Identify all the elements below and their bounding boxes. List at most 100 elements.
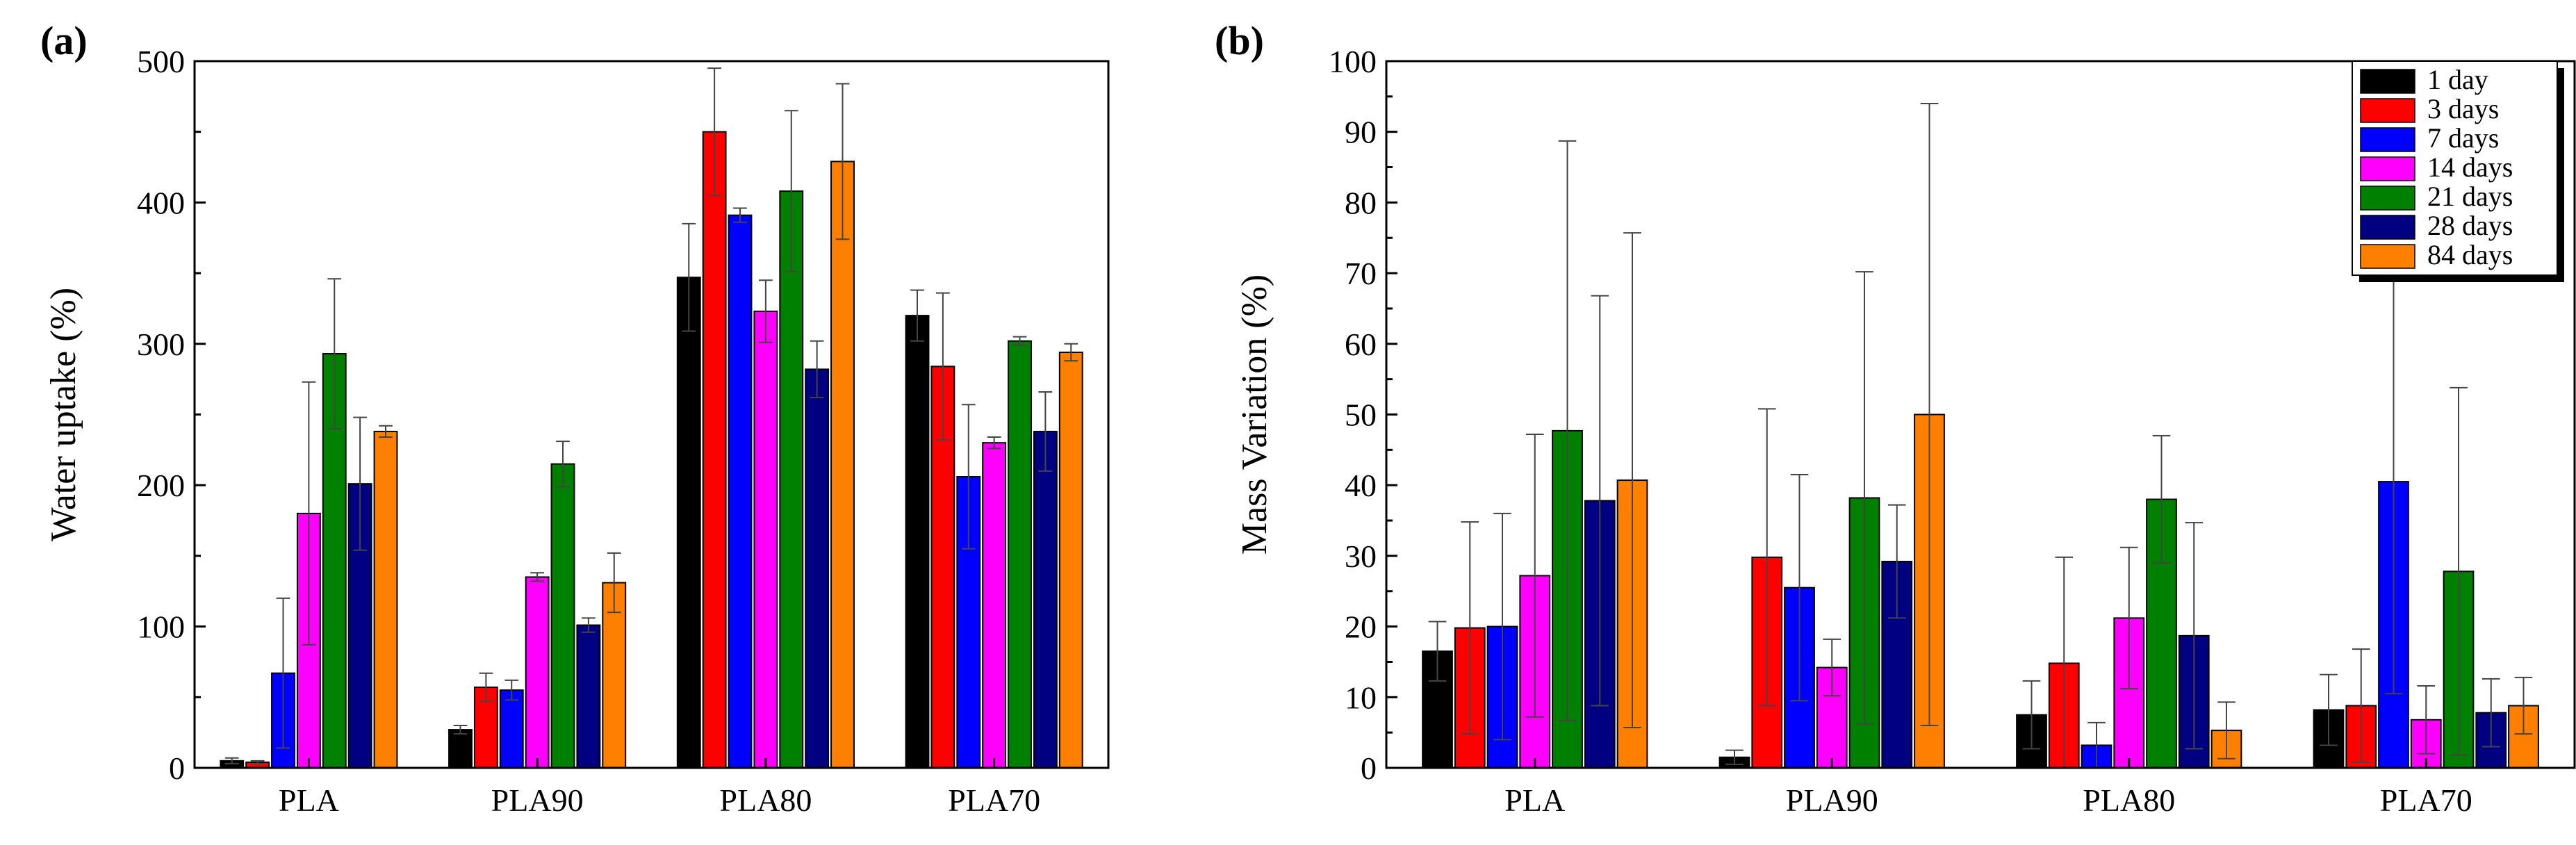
- error-bar-pla80-84-days: [2217, 701, 2235, 760]
- y-tick-label: 30: [1345, 539, 1377, 574]
- y-tick-label: 200: [137, 468, 185, 503]
- error-bar-pla-28-days: [353, 416, 367, 551]
- error-bar-pla90-28-days: [582, 617, 596, 633]
- y-tick-label: 50: [1345, 397, 1377, 433]
- error-bar-pla-28-days: [1591, 295, 1609, 707]
- x-tick-label-pla90: PLA90: [491, 782, 584, 818]
- y-tick-label: 40: [1345, 468, 1377, 503]
- error-bar-pla-14-days: [1525, 433, 1544, 718]
- error-bar-pla90-14-days: [530, 572, 544, 582]
- error-bar-pla70-3-days: [936, 292, 950, 441]
- bar-pla70-28-days: [1033, 430, 1058, 769]
- error-bar-pla90-21-days: [556, 441, 570, 488]
- error-bar-pla90-14-days: [1823, 638, 1841, 697]
- panel-label: (b): [1215, 18, 1264, 63]
- y-axis-title: Mass Variation (%): [1235, 274, 1274, 555]
- x-tick-label-pla: PLA: [1504, 782, 1565, 818]
- x-tick-label-pla80: PLA80: [2083, 782, 2175, 818]
- legend-label-28-days: 28 days: [2427, 210, 2513, 241]
- error-bar-pla70-21-days: [2450, 386, 2468, 756]
- x-tick-label-pla70: PLA70: [948, 782, 1040, 818]
- legend-label-3-days: 3 days: [2427, 93, 2499, 124]
- error-bar-pla70-1-day: [2320, 673, 2338, 746]
- error-bar-pla70-84-days: [2514, 676, 2533, 735]
- legend-label-84-days: 84 days: [2427, 239, 2513, 270]
- error-bar-pla-84-days: [1623, 232, 1641, 729]
- error-bar-pla90-84-days: [1920, 103, 1939, 726]
- error-bar-pla-14-days: [302, 381, 316, 646]
- error-bar-pla90-7-days: [1790, 473, 1809, 702]
- error-bar-pla90-28-days: [1887, 504, 1906, 619]
- legend-swatch-14-days: [2360, 156, 2415, 181]
- bar-pla80-1-day: [676, 277, 701, 769]
- error-bar-pla80-14-days: [759, 279, 773, 343]
- error-bar-pla80-1-day: [2022, 680, 2041, 750]
- error-bar-pla-21-days: [327, 278, 342, 429]
- error-bar-pla70-14-days: [2417, 685, 2436, 755]
- error-bar-pla90-1-day: [453, 724, 468, 735]
- error-bar-pla-7-days: [1493, 512, 1511, 741]
- bar-pla80-28-days: [805, 368, 830, 769]
- error-bar-pla-84-days: [379, 425, 393, 438]
- error-bar-pla70-84-days: [1064, 343, 1078, 362]
- x-tick-label-pla90: PLA90: [1786, 782, 1878, 818]
- y-tick-label: 10: [1345, 680, 1377, 715]
- error-bar-pla90-84-days: [607, 552, 621, 614]
- bar-pla90-84-days: [602, 582, 627, 769]
- panel-label: (a): [40, 18, 88, 63]
- error-bar-pla80-21-days: [2152, 435, 2171, 564]
- bar-pla80-21-days: [779, 190, 804, 769]
- error-bar-pla80-7-days: [733, 207, 747, 223]
- error-bar-pla70-28-days: [2481, 678, 2500, 748]
- error-bar-pla80-21-days: [784, 110, 798, 273]
- legend-label-14-days: 14 days: [2427, 151, 2513, 183]
- y-tick-label: 0: [169, 750, 185, 786]
- y-tick-label: 100: [1329, 44, 1377, 79]
- error-bar-pla70-28-days: [1038, 391, 1053, 472]
- error-bar-pla70-3-days: [2352, 648, 2370, 763]
- error-bar-pla80-28-days: [810, 340, 824, 399]
- error-bar-pla90-7-days: [504, 679, 519, 701]
- y-tick-label: 400: [137, 185, 185, 220]
- bar-pla90-28-days: [576, 624, 601, 769]
- legend-swatch-1-day: [2360, 69, 2415, 94]
- legend-swatch-28-days: [2360, 215, 2415, 240]
- y-tick-label: 20: [1345, 609, 1377, 645]
- error-bar-pla80-3-days: [707, 67, 721, 197]
- bar-pla80-14-days: [753, 311, 778, 769]
- error-bar-pla70-14-days: [987, 436, 1001, 450]
- error-bar-pla90-3-days: [479, 672, 493, 703]
- bar-pla90-1-day: [448, 729, 473, 769]
- bar-pla90-7-days: [499, 689, 524, 769]
- legend-label-21-days: 21 days: [2427, 181, 2513, 212]
- y-axis-title: Water uptake (%): [44, 288, 83, 541]
- bar-pla70-84-days: [1058, 352, 1083, 769]
- error-bar-pla-21-days: [1558, 140, 1577, 721]
- error-bar-pla-3-days: [250, 760, 265, 764]
- x-tick-label-pla70: PLA70: [2380, 782, 2472, 818]
- error-bar-pla90-21-days: [1855, 271, 1873, 725]
- legend-swatch-3-days: [2360, 98, 2415, 123]
- y-tick-label: 100: [137, 609, 185, 645]
- bar-pla70-21-days: [1008, 340, 1032, 769]
- legend-swatch-84-days: [2360, 244, 2415, 269]
- error-bar-pla70-21-days: [1012, 336, 1027, 346]
- legend-swatch-7-days: [2360, 127, 2415, 152]
- x-tick-label-pla: PLA: [279, 782, 339, 818]
- error-bar-pla-7-days: [276, 597, 290, 749]
- error-bar-pla90-3-days: [1757, 408, 1776, 707]
- bar-pla80-84-days: [830, 161, 855, 769]
- bar-pla70-1-day: [905, 315, 930, 769]
- chart-panel-a: 0 100 200 300 400 500 PLA PLA90 PLA80 PLA70 Water …: [40, 18, 1110, 818]
- legend-label-1-day: 1 day: [2427, 64, 2488, 95]
- error-bar-pla80-28-days: [2185, 522, 2204, 750]
- legend-swatch-21-days: [2360, 186, 2415, 211]
- error-bar-pla80-14-days: [2119, 546, 2138, 690]
- y-tick-label: 0: [1361, 750, 1377, 786]
- y-tick-label: 60: [1345, 327, 1377, 362]
- chart-panel-b: 0 10 20 30 40 50 60 70 80 90 100 PLA PLA90 PLA80 PLA70…: [1215, 18, 2576, 818]
- error-bar-pla-1-day: [1428, 621, 1447, 682]
- error-bar-pla-1-day: [224, 757, 239, 764]
- bar-pla90-14-days: [525, 576, 550, 769]
